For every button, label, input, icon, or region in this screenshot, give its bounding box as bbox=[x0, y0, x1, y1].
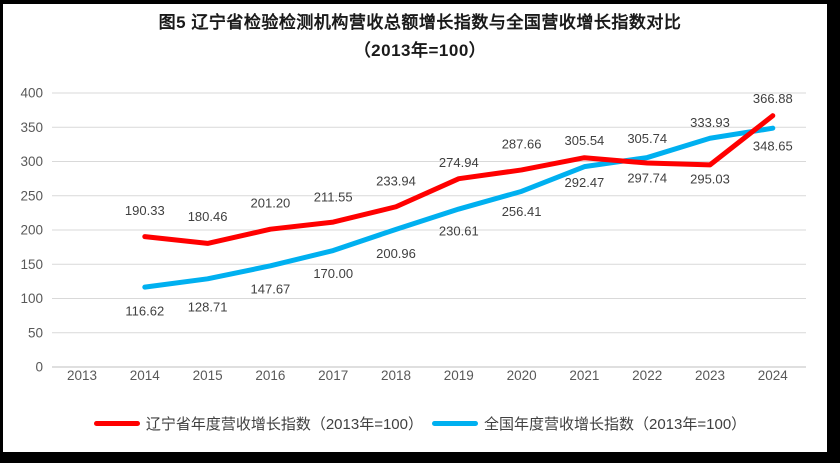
data-label-national: 230.61 bbox=[439, 224, 479, 239]
x-tick-label: 2013 bbox=[67, 368, 97, 383]
x-tick-label: 2022 bbox=[632, 368, 662, 383]
y-tick-label: 200 bbox=[20, 223, 43, 238]
x-tick-label: 2017 bbox=[318, 368, 348, 383]
x-tick-label: 2023 bbox=[695, 368, 725, 383]
legend-label-liaoning: 辽宁省年度营收增长指数（2013年=100） bbox=[145, 416, 423, 433]
legend-line-marker-blue bbox=[432, 421, 478, 426]
x-tick-label: 2019 bbox=[444, 368, 474, 383]
legend-item-national: 全国年度营收增长指数（2013年=100） bbox=[432, 413, 746, 434]
data-label-liaoning: 274.94 bbox=[439, 155, 479, 170]
y-tick-label: 150 bbox=[20, 257, 43, 272]
chart-subtitle: （2013年=100） bbox=[353, 41, 487, 60]
x-tick-label: 2014 bbox=[130, 368, 161, 383]
data-label-national: 200.96 bbox=[376, 246, 416, 261]
y-tick-label: 250 bbox=[20, 188, 43, 203]
x-tick-label: 2021 bbox=[569, 368, 599, 383]
data-label-national: 147.67 bbox=[251, 281, 291, 296]
y-tick-label: 100 bbox=[20, 291, 43, 306]
y-tick-label: 300 bbox=[20, 154, 43, 169]
series-line-liaoning bbox=[142, 113, 776, 246]
chart-title: 图5 辽宁省检验检测机构营收总额增长指数与全国营收增长指数对比 bbox=[158, 13, 682, 32]
x-tick-label: 2016 bbox=[255, 368, 285, 383]
data-label-liaoning: 287.66 bbox=[502, 136, 542, 151]
x-tick-label: 2020 bbox=[507, 368, 537, 383]
data-label-national: 128.71 bbox=[188, 299, 228, 314]
data-label-national: 292.47 bbox=[565, 175, 605, 190]
legend-item-liaoning: 辽宁省年度营收增长指数（2013年=100） bbox=[93, 413, 423, 434]
y-tick-label: 0 bbox=[35, 360, 43, 375]
chart-title-block: 图5 辽宁省检验检测机构营收总额增长指数与全国营收增长指数对比 （2013年=1… bbox=[0, 9, 840, 65]
data-label-national: 305.74 bbox=[627, 131, 667, 146]
x-tick-label: 2018 bbox=[381, 368, 411, 383]
data-label-liaoning: 233.94 bbox=[376, 173, 416, 188]
data-label-national: 333.93 bbox=[690, 115, 730, 130]
data-label-liaoning: 366.88 bbox=[753, 91, 793, 106]
data-label-liaoning: 211.55 bbox=[314, 190, 353, 205]
data-label-liaoning: 190.33 bbox=[125, 203, 165, 218]
x-tick-label: 2015 bbox=[193, 368, 223, 383]
legend-line-marker-red bbox=[93, 421, 140, 426]
data-label-national: 348.65 bbox=[753, 139, 793, 154]
data-label-national: 256.41 bbox=[502, 204, 542, 219]
data-label-liaoning: 305.54 bbox=[565, 133, 605, 148]
series-line-national bbox=[142, 125, 776, 290]
data-label-liaoning: 297.74 bbox=[627, 171, 667, 186]
y-tick-label: 50 bbox=[28, 325, 43, 340]
x-tick-label: 2024 bbox=[758, 368, 789, 383]
legend-label-national: 全国年度营收增长指数（2013年=100） bbox=[484, 416, 747, 433]
legend: 辽宁省年度营收增长指数（2013年=100） 全国年度营收增长指数（2013年=… bbox=[0, 413, 840, 434]
y-tick-label: 400 bbox=[20, 86, 43, 101]
data-label-liaoning: 201.20 bbox=[251, 196, 291, 211]
data-label-national: 116.62 bbox=[125, 304, 164, 319]
y-tick-label: 350 bbox=[20, 120, 43, 135]
data-label-liaoning: 295.03 bbox=[690, 171, 730, 186]
data-label-national: 170.00 bbox=[313, 266, 353, 281]
data-label-liaoning: 180.46 bbox=[188, 209, 228, 224]
